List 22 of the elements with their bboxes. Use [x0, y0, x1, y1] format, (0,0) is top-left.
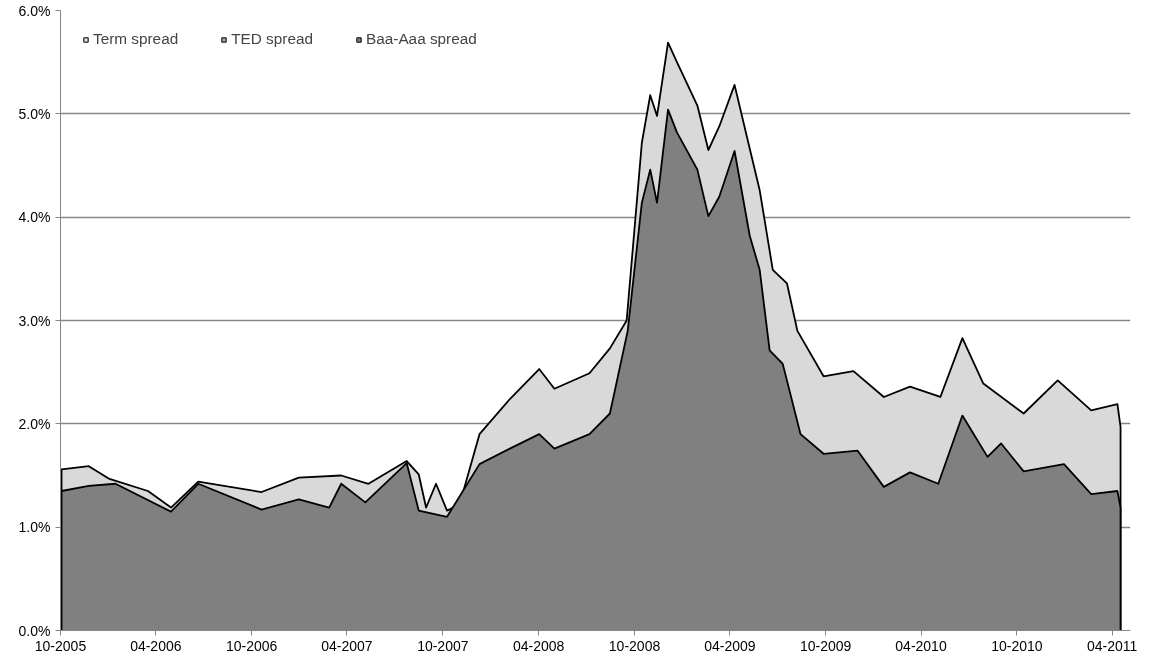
x-tick-label: 04-2006	[130, 637, 182, 654]
x-tick-label: 04-2007	[321, 637, 373, 654]
x-tick-label: 10-2008	[608, 637, 661, 654]
y-tick-label: 1.0%	[18, 519, 51, 536]
x-tick-label: 10-2005	[34, 637, 87, 654]
x-tick-label: 04-2009	[704, 637, 756, 654]
y-tick-label: 6.0%	[18, 2, 51, 19]
y-tick-label: 4.0%	[18, 209, 51, 226]
legend-label: TED spread	[231, 30, 313, 48]
y-tick-label: 3.0%	[18, 312, 51, 329]
y-tick-label: 2.0%	[18, 415, 51, 432]
x-tick-label: 10-2006	[225, 637, 278, 654]
x-tick-label: 10-2009	[799, 637, 852, 654]
x-tick-label: 04-2010	[895, 637, 947, 654]
y-tick-label: 0.0%	[18, 622, 51, 639]
legend-label: Baa-Aaa spread	[366, 30, 477, 48]
y-tick-label: 5.0%	[18, 105, 51, 122]
x-tick-label: 10-2010	[991, 637, 1043, 654]
x-tick-label: 04-2008	[512, 637, 565, 654]
x-tick-label: 04-2011	[1087, 637, 1138, 654]
x-tick-label: 10-2007	[417, 637, 469, 654]
legend-label: Term spread	[93, 30, 179, 48]
